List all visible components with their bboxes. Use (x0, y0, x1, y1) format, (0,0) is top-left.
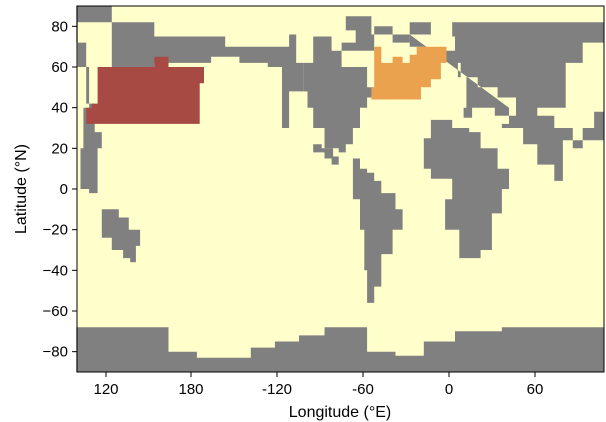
land-north-america-north (341, 16, 410, 51)
y-tick-label: 0 (60, 181, 68, 198)
x-tick-label: 180 (178, 381, 203, 398)
region-highlights (86, 46, 447, 124)
land-arabia-india (501, 115, 573, 181)
y-tick-label: −80 (43, 344, 68, 361)
land-south-america (352, 158, 403, 303)
land-antarctica (76, 327, 605, 372)
x-axis: 120 180 -120 -60 0 60 (93, 372, 543, 398)
land-new-zealand (130, 243, 136, 263)
y-tick-label: 20 (51, 140, 68, 157)
land-africa (423, 119, 509, 259)
x-tick-label: 60 (527, 381, 544, 398)
x-tick-label: 0 (445, 381, 453, 398)
region-north-atlantic (371, 46, 447, 100)
region-north-pacific (86, 56, 204, 124)
y-axis: 80 60 40 20 0 −20 −40 −60 −80 (43, 18, 77, 361)
land-se-asia (572, 111, 604, 149)
y-tick-label: 60 (51, 59, 68, 76)
y-tick-label: 80 (51, 18, 68, 35)
land-central-america (313, 144, 339, 165)
x-tick-label: 120 (93, 381, 118, 398)
plot-area (76, 5, 605, 373)
y-axis-label: Latitude (°N) (13, 144, 30, 234)
y-tick-label: −40 (43, 262, 68, 279)
land-greenland-europe (409, 22, 604, 124)
land-north-america (303, 36, 375, 153)
land-asia-east (76, 6, 112, 194)
x-axis-label: Longitude (°E) (289, 404, 391, 421)
y-tick-label: −20 (43, 222, 68, 239)
x-tick-label: -120 (262, 381, 292, 398)
y-tick-label: −60 (43, 303, 68, 320)
land-siberia-arctic (111, 22, 304, 128)
y-tick-label: 40 (51, 100, 68, 117)
land-mask (76, 6, 605, 372)
x-tick-label: -60 (352, 381, 374, 398)
